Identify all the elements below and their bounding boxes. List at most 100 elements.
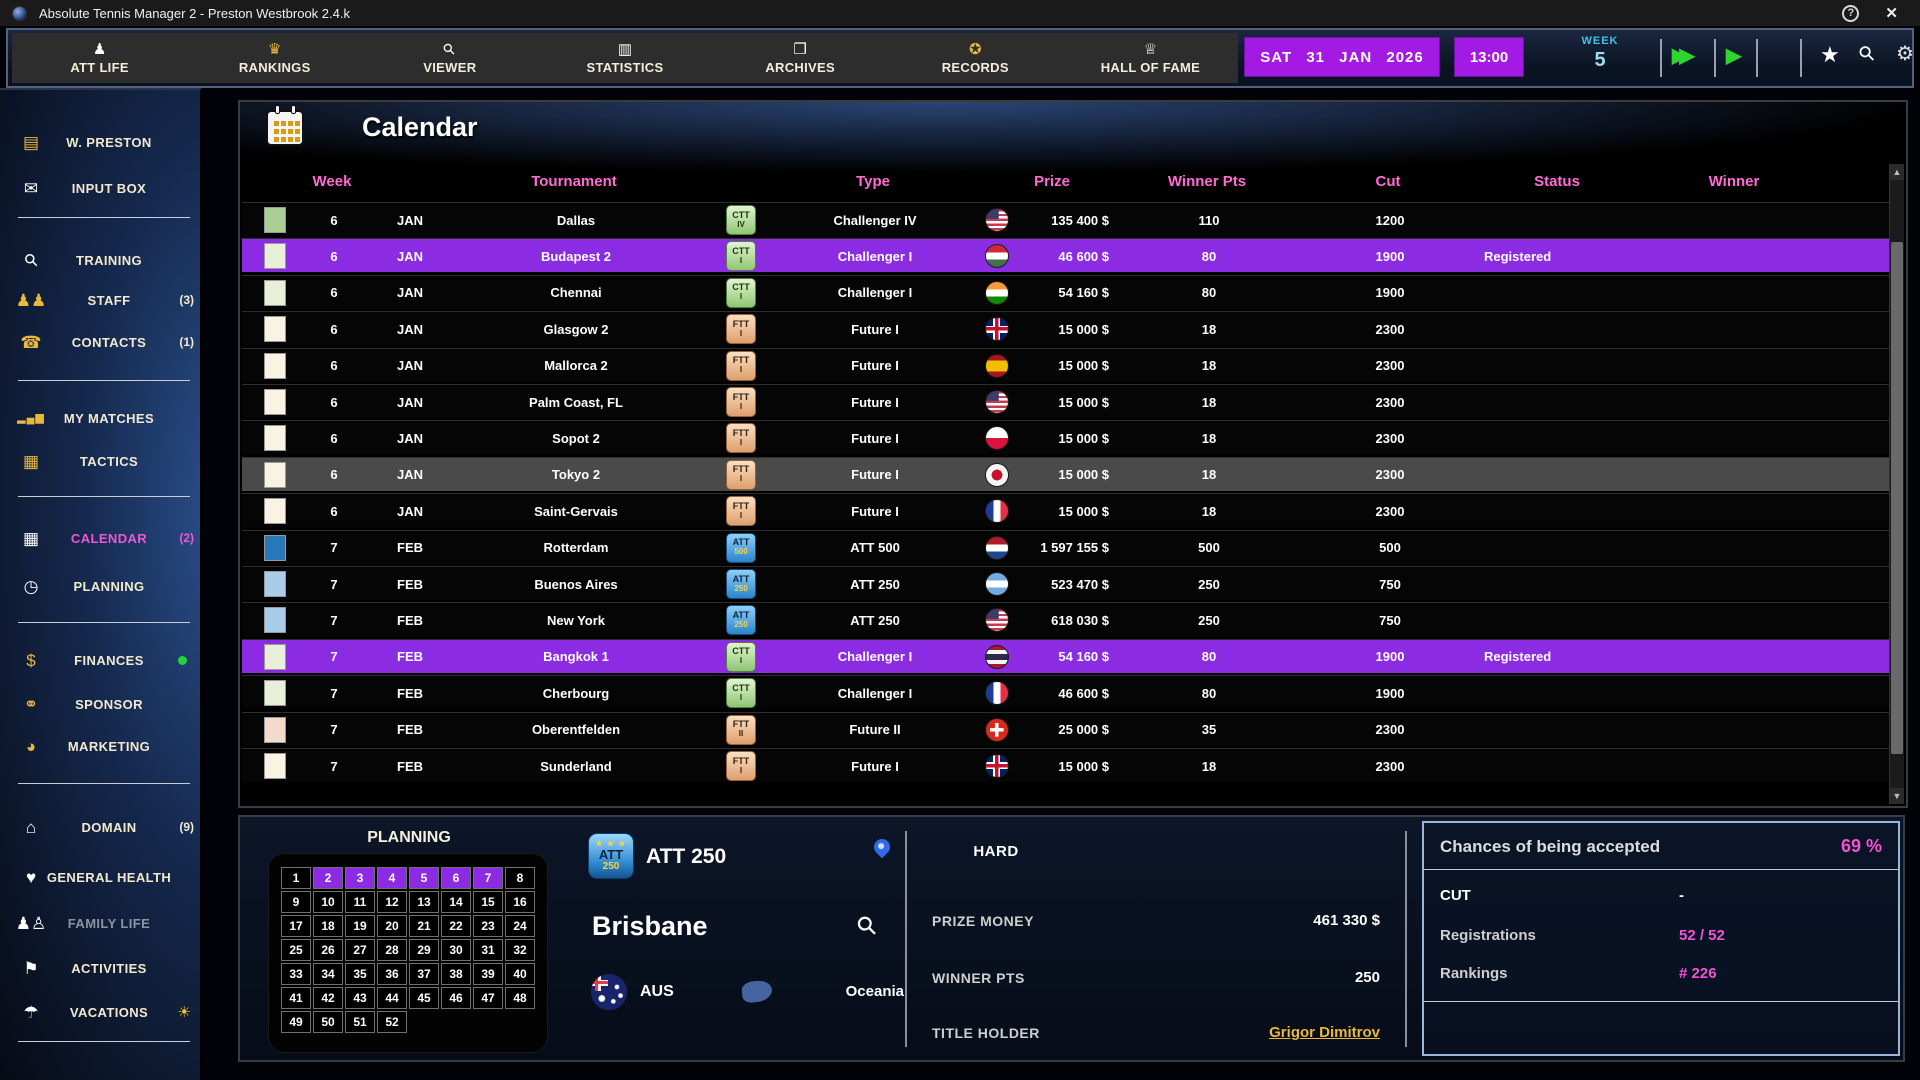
sidebar-item-sponsor[interactable]: ⚭ SPONSOR [0,687,200,721]
sidebar-item-input-box[interactable]: ✉ INPUT BOX [0,171,200,205]
planning-week-43[interactable]: 43 [345,987,375,1009]
planning-week-30[interactable]: 30 [441,939,471,961]
column-header-cut[interactable]: Cut [1375,172,1401,190]
column-header-week[interactable]: Week [312,172,352,190]
column-header-winner-pts[interactable]: Winner Pts [1167,172,1247,190]
scroll-up-icon[interactable]: ▲ [1890,164,1904,180]
nav-item-archives[interactable]: ❒ ARCHIVES [713,33,888,83]
planning-week-9[interactable]: 9 [281,891,311,913]
nav-item-records[interactable]: ✪ RECORDS [888,33,1063,83]
planning-week-23[interactable]: 23 [473,915,503,937]
planning-week-52[interactable]: 52 [377,1011,407,1033]
planning-week-3[interactable]: 3 [345,867,375,889]
planning-week-14[interactable]: 14 [441,891,471,913]
scroll-down-icon[interactable]: ▼ [1890,788,1904,804]
city-search-icon[interactable]: ⚲ [850,909,884,943]
nav-item-hall-of-fame[interactable]: ♕ HALL OF FAME [1063,33,1238,83]
sidebar-item-finances[interactable]: $ FINANCES [0,643,200,677]
planning-week-25[interactable]: 25 [281,939,311,961]
search-icon[interactable]: ⚲ [1854,41,1881,67]
column-header-status[interactable]: Status [1534,172,1580,190]
play-button[interactable]: ▶ [1726,45,1742,67]
nav-item-viewer[interactable]: ⚲ VIEWER [362,33,537,83]
nav-item-statistics[interactable]: ▥ STATISTICS [537,33,712,83]
planning-week-1[interactable]: 1 [281,867,311,889]
column-header-tournament[interactable]: Tournament [531,172,617,190]
table-row-oberentfelden[interactable]: 7 FEB Oberentfelden FTT II Future II 25 000 $ 3… [242,711,1890,746]
fast-forward-button[interactable]: ▶▶ [1672,45,1695,67]
planning-week-11[interactable]: 11 [345,891,375,913]
help-icon[interactable]: ? [1842,4,1860,22]
planning-week-33[interactable]: 33 [281,963,311,985]
planning-week-18[interactable]: 18 [313,915,343,937]
column-header-type[interactable]: Type [856,172,890,190]
planning-week-49[interactable]: 49 [281,1011,311,1033]
table-row-buenos-aires[interactable]: 7 FEB Buenos Aires ATT 250 ATT 250 523 470 $ 25… [242,566,1890,600]
table-row-chennai[interactable]: 6 JAN Chennai CTT I Challenger I 54 160 $ 80 190… [242,274,1890,309]
planning-week-36[interactable]: 36 [377,963,407,985]
planning-week-46[interactable]: 46 [441,987,471,1009]
planning-week-45[interactable]: 45 [409,987,439,1009]
sidebar-item-general-health[interactable]: ♥ GENERAL HEALTH [0,860,200,894]
planning-week-44[interactable]: 44 [377,987,407,1009]
planning-week-19[interactable]: 19 [345,915,375,937]
sidebar-item-domain[interactable]: ⌂ DOMAIN (9) [0,810,200,844]
planning-week-20[interactable]: 20 [377,915,407,937]
table-row-sunderland[interactable]: 7 FEB Sunderland FTT I Future I 15 000 $ 18 2300 [242,748,1890,782]
planning-week-4[interactable]: 4 [377,867,407,889]
planning-week-31[interactable]: 31 [473,939,503,961]
planning-week-12[interactable]: 12 [377,891,407,913]
planning-week-2[interactable]: 2 [313,867,343,889]
planning-week-39[interactable]: 39 [473,963,503,985]
table-row-bangkok-1[interactable]: 7 FEB Bangkok 1 CTT I Challenger I 54 160 $ 80 1… [242,638,1890,673]
planning-week-15[interactable]: 15 [473,891,503,913]
planning-week-47[interactable]: 47 [473,987,503,1009]
planning-week-7[interactable]: 7 [473,867,503,889]
sidebar-item-w-preston[interactable]: ▤ W. PRESTON [0,125,200,159]
planning-week-48[interactable]: 48 [505,987,535,1009]
map-pin-icon[interactable] [870,835,894,859]
table-row-saint-gervais[interactable]: 6 JAN Saint-Gervais FTT I Future I 15 000 $ 18 2… [242,493,1890,528]
planning-week-50[interactable]: 50 [313,1011,343,1033]
sidebar-item-training[interactable]: ⚲ TRAINING [0,243,200,277]
scrollbar-thumb[interactable] [1891,242,1903,754]
planning-week-35[interactable]: 35 [345,963,375,985]
planning-week-51[interactable]: 51 [345,1011,375,1033]
planning-week-41[interactable]: 41 [281,987,311,1009]
sidebar-item-staff[interactable]: ♟♟ STAFF (3) [0,283,200,317]
table-row-glasgow-2[interactable]: 6 JAN Glasgow 2 FTT I Future I 15 000 $ 18 2300 [242,311,1890,346]
planning-week-13[interactable]: 13 [409,891,439,913]
sidebar-item-contacts[interactable]: ☎ CONTACTS (1) [0,325,200,359]
column-header-winner[interactable]: Winner [1708,172,1760,190]
table-row-sopot-2[interactable]: 6 JAN Sopot 2 FTT I Future I 15 000 $ 18 2300 [242,420,1890,455]
planning-week-22[interactable]: 22 [441,915,471,937]
table-row-new-york[interactable]: 7 FEB New York ATT 250 ATT 250 618 030 $ 250 750 [242,602,1890,637]
planning-week-27[interactable]: 27 [345,939,375,961]
planning-week-42[interactable]: 42 [313,987,343,1009]
planning-week-10[interactable]: 10 [313,891,343,913]
table-row-cherbourg[interactable]: 7 FEB Cherbourg CTT I Challenger I 46 600 $ 80 1… [242,675,1890,710]
table-row-rotterdam[interactable]: 7 FEB Rotterdam ATT 500 ATT 500 1 597 155 $ 500… [242,529,1890,564]
title-holder-link[interactable]: Grigor Dimitrov [1269,1024,1380,1041]
planning-week-24[interactable]: 24 [505,915,535,937]
close-icon[interactable]: ✕ [1885,5,1898,22]
sidebar-item-planning[interactable]: ◷ PLANNING [0,569,200,603]
planning-week-29[interactable]: 29 [409,939,439,961]
planning-week-32[interactable]: 32 [505,939,535,961]
planning-week-26[interactable]: 26 [313,939,343,961]
planning-week-8[interactable]: 8 [505,867,535,889]
nav-item-att-life[interactable]: ♟ ATT LIFE [12,33,187,83]
planning-week-16[interactable]: 16 [505,891,535,913]
table-row-budapest-2[interactable]: 6 JAN Budapest 2 CTT I Challenger I 46 600 $ 80… [242,238,1890,273]
sidebar-item-calendar[interactable]: ▦ CALENDAR (2) [0,521,200,555]
settings-icon[interactable]: ⚙ [1896,43,1914,65]
planning-week-6[interactable]: 6 [441,867,471,889]
table-row-palm-coast-fl[interactable]: 6 JAN Palm Coast, FL FTT I Future I 15 000 $ 18… [242,384,1890,418]
column-header-prize[interactable]: Prize [1034,172,1070,190]
planning-week-28[interactable]: 28 [377,939,407,961]
sidebar-item-vacations[interactable]: ☂ VACATIONS ☀ [0,995,200,1029]
sidebar-item-tactics[interactable]: ▦ TACTICS [0,444,200,478]
nav-item-rankings[interactable]: ♛ RANKINGS [187,33,362,83]
planning-week-21[interactable]: 21 [409,915,439,937]
sidebar-item-marketing[interactable]: ◕ MARKETING [0,729,200,763]
